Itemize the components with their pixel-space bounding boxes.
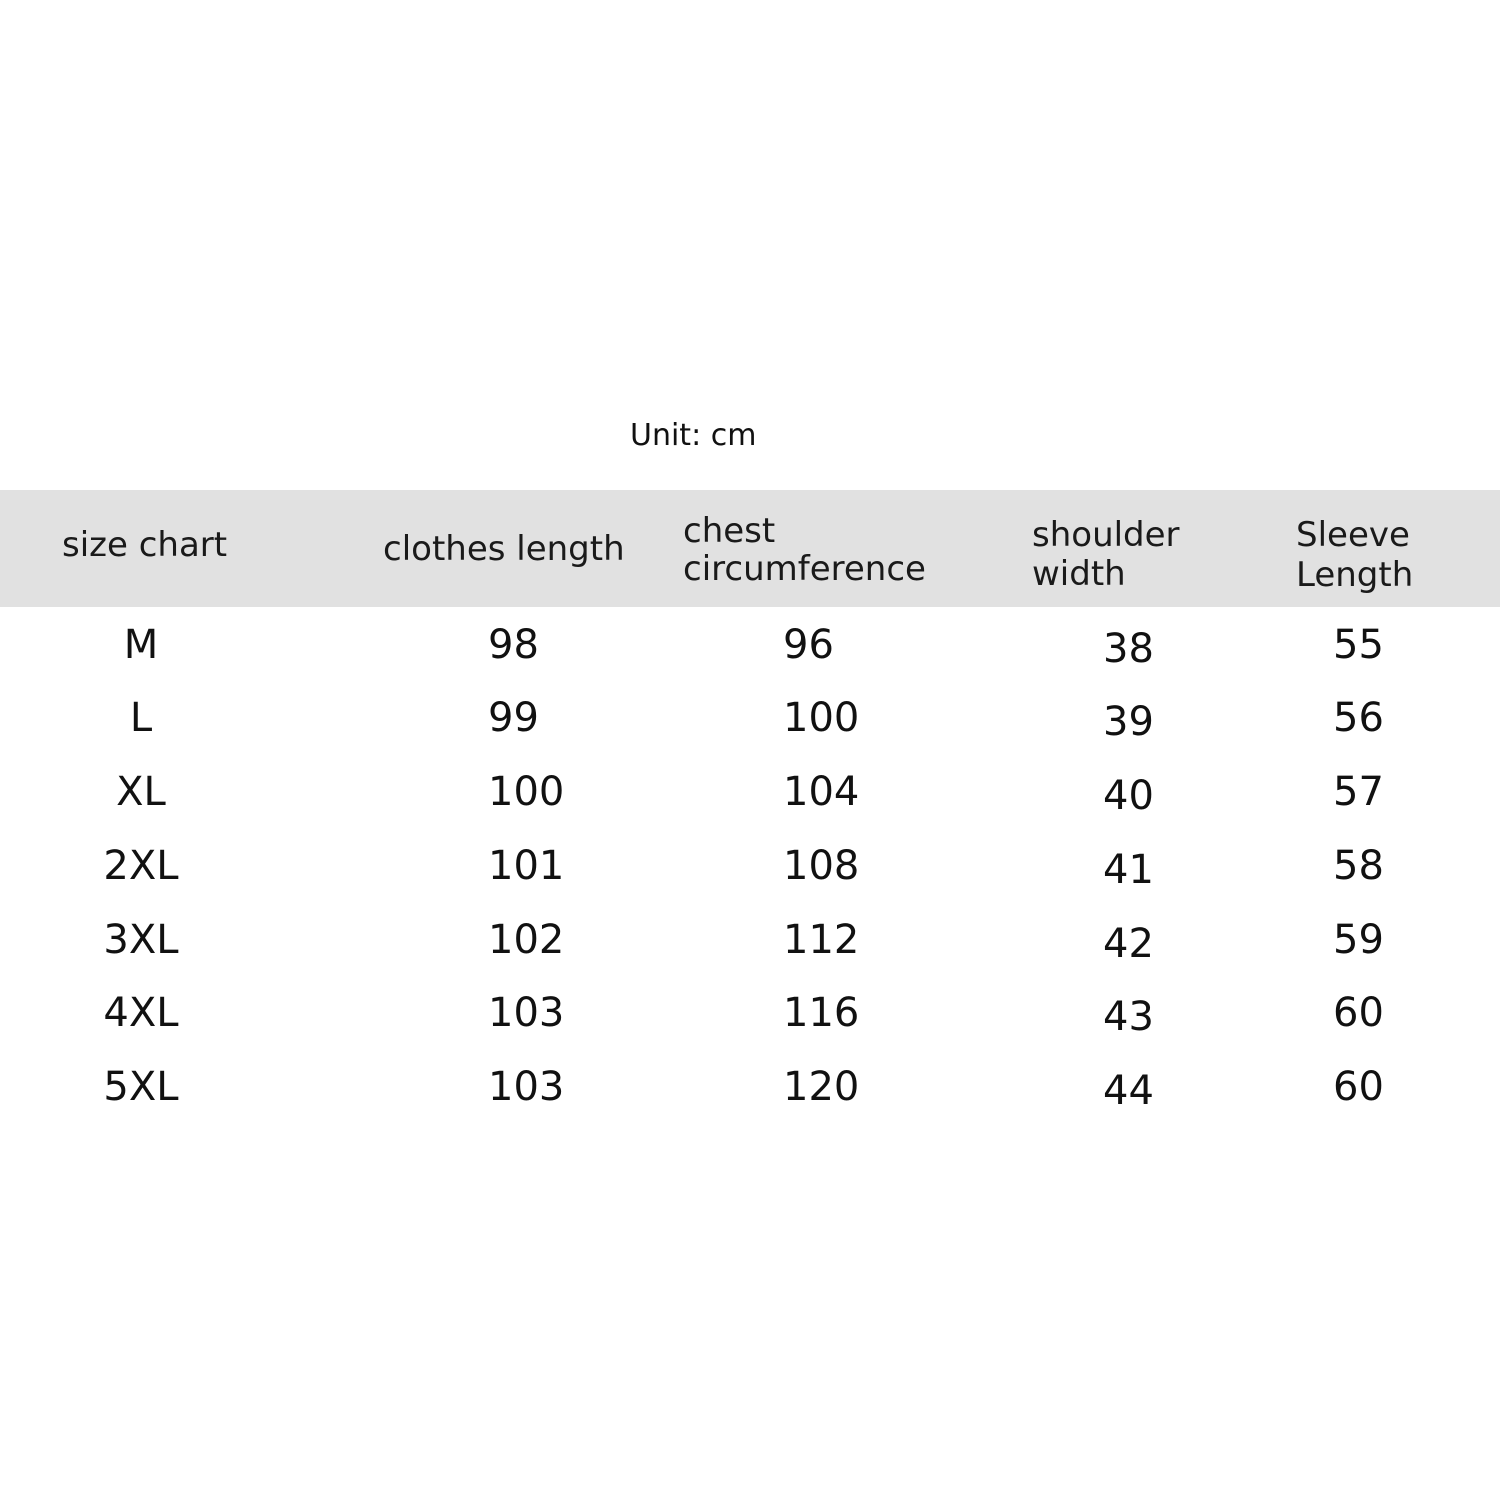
cell-shoulder-width: 44	[1103, 1068, 1154, 1114]
cell-sleeve-length: 59	[1333, 917, 1384, 963]
cell-shoulder-width: 39	[1103, 699, 1154, 745]
cell-chest-circumference: 108	[783, 843, 860, 889]
cell-size: 3XL	[103, 917, 179, 963]
header-clothes-length: clothes length	[383, 529, 625, 569]
cell-chest-circumference: 96	[783, 622, 834, 668]
cell-clothes-length: 100	[488, 769, 565, 815]
cell-size: 2XL	[103, 843, 179, 889]
cell-clothes-length: 102	[488, 917, 565, 963]
cell-shoulder-width: 43	[1103, 994, 1154, 1040]
header-size-chart: size chart	[62, 525, 228, 565]
cell-sleeve-length: 57	[1333, 769, 1384, 815]
cell-sleeve-length: 60	[1333, 1064, 1384, 1110]
cell-shoulder-width: 42	[1103, 921, 1154, 967]
cell-chest-circumference: 100	[783, 695, 860, 741]
cell-size: 5XL	[103, 1064, 179, 1110]
cell-size: M	[123, 622, 159, 668]
header-chest-line1: chest	[683, 511, 776, 551]
unit-label: Unit: cm	[630, 418, 757, 453]
cell-shoulder-width: 38	[1103, 626, 1154, 672]
cell-sleeve-length: 58	[1333, 843, 1384, 889]
cell-sleeve-length: 56	[1333, 695, 1384, 741]
header-shoulder-line2: width	[1032, 554, 1126, 594]
cell-clothes-length: 103	[488, 1064, 565, 1110]
cell-sleeve-length: 60	[1333, 990, 1384, 1036]
cell-shoulder-width: 40	[1103, 773, 1154, 819]
cell-chest-circumference: 116	[783, 990, 860, 1036]
cell-shoulder-width: 41	[1103, 847, 1154, 893]
header-sleeve-line2: Length	[1296, 555, 1414, 595]
cell-size: 4XL	[103, 990, 179, 1036]
header-chest-line2: circumference	[683, 549, 926, 589]
cell-chest-circumference: 120	[783, 1064, 860, 1110]
cell-clothes-length: 99	[488, 695, 539, 741]
cell-size: XL	[116, 769, 166, 815]
table-header	[0, 490, 1500, 607]
header-sleeve-line1: Sleeve	[1296, 515, 1410, 555]
cell-chest-circumference: 104	[783, 769, 860, 815]
cell-chest-circumference: 112	[783, 917, 860, 963]
cell-clothes-length: 101	[488, 843, 565, 889]
cell-clothes-length: 103	[488, 990, 565, 1036]
cell-size: L	[129, 695, 153, 741]
cell-sleeve-length: 55	[1333, 622, 1384, 668]
cell-clothes-length: 98	[488, 622, 539, 668]
header-shoulder-line1: shoulder	[1032, 515, 1180, 555]
